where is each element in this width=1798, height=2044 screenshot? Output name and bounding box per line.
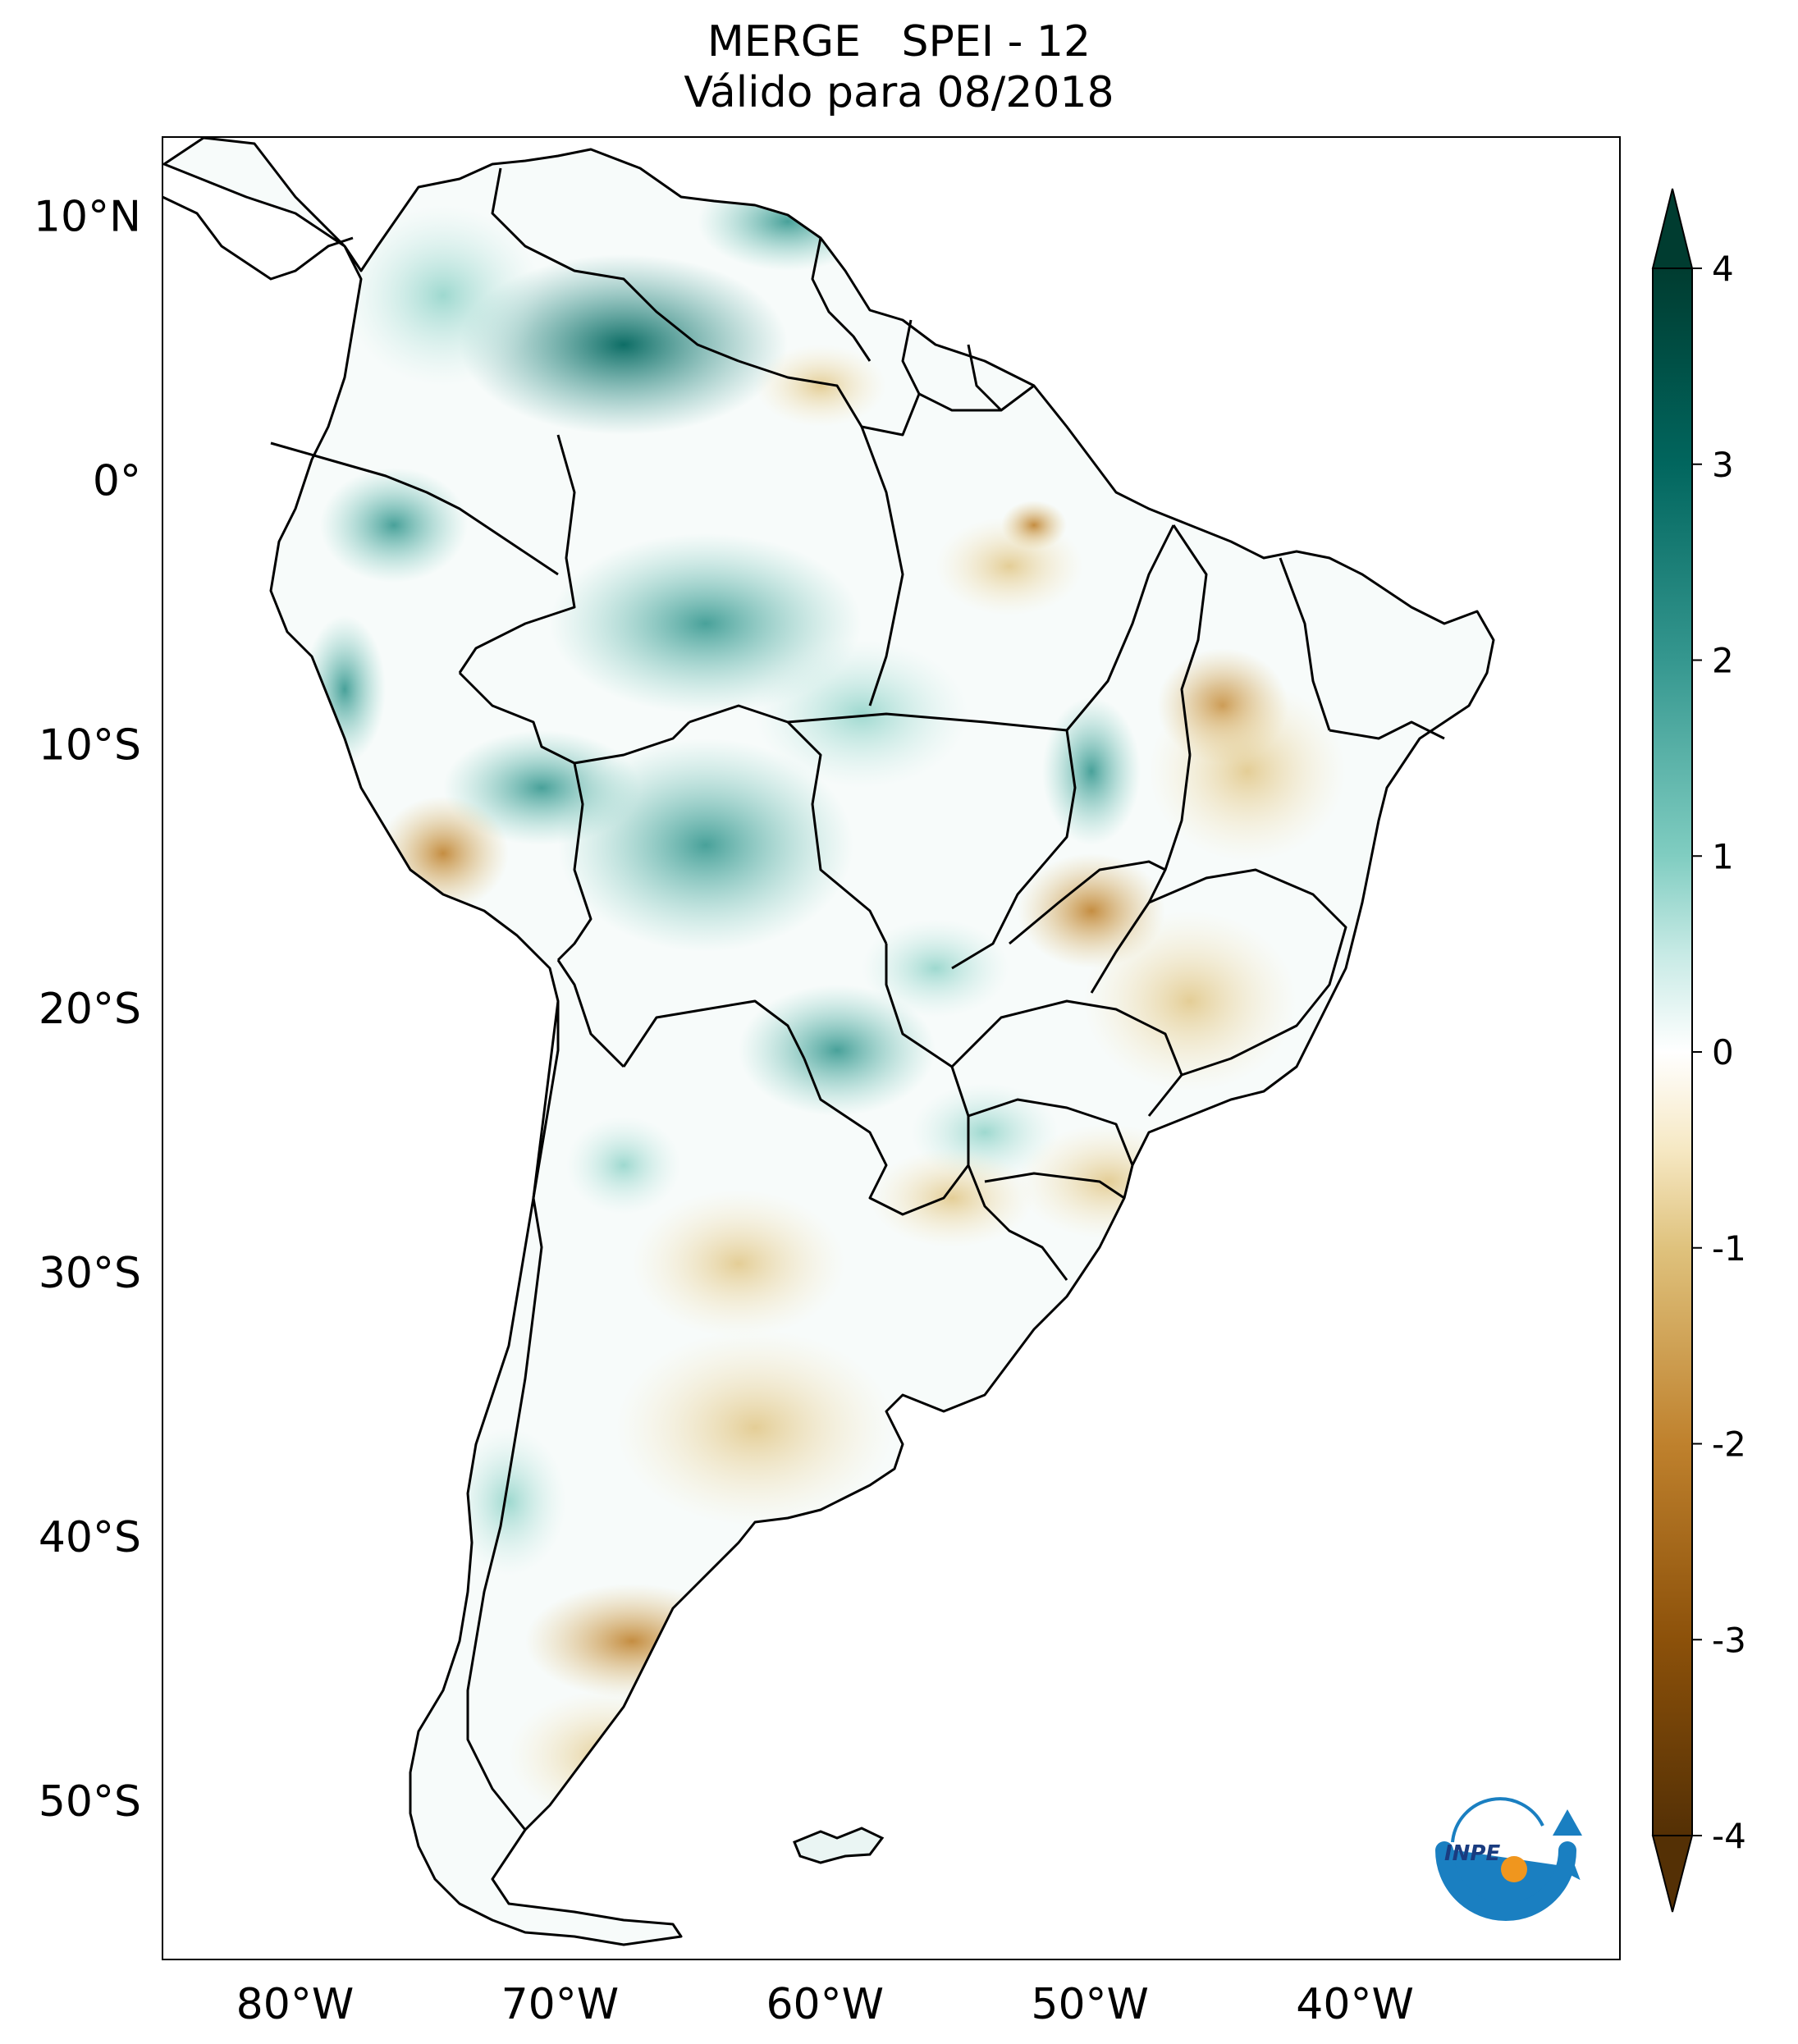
- border-state-am-pa: [860, 426, 904, 706]
- country-borders: [270, 167, 1445, 1831]
- colorbar-tick-label: -1: [1712, 1228, 1746, 1269]
- border-state-rs: [984, 1172, 1125, 1200]
- colorbar-tick-label: 3: [1712, 445, 1734, 485]
- lat-tick-label: 10°S: [39, 720, 141, 770]
- lat-tick-label: 10°N: [34, 193, 141, 242]
- colorbar-tick-label: -3: [1712, 1620, 1746, 1660]
- title-line-1: MERGE SPEI - 12: [707, 17, 1091, 66]
- border-brazil-north: [738, 359, 1035, 437]
- border-guyana-suriname: [901, 319, 921, 395]
- border-argentina-chile: [466, 1000, 560, 1831]
- border-state-ba-go: [1090, 754, 1192, 994]
- border-state-ma-pi: [1172, 524, 1208, 756]
- inpe-logo-dot: [1501, 1856, 1527, 1882]
- border-peru-bolivia: [556, 762, 592, 962]
- border-paraguay-argentina: [803, 1058, 970, 1216]
- colorbar-tick-label: 2: [1712, 641, 1734, 681]
- lat-tick-label: 40°S: [39, 1513, 141, 1562]
- border-paraguay-brazil: [885, 944, 970, 1165]
- colorbar-tick-label: -2: [1712, 1424, 1746, 1465]
- border-colombia-ecuador-peru: [270, 441, 559, 576]
- colorbar-body: [1652, 268, 1693, 1836]
- lon-tick-label: 40°W: [1296, 1980, 1414, 2029]
- spei-field-layer: [162, 136, 1495, 1946]
- inpe-logo: INPE: [1435, 1797, 1582, 1921]
- colorbar-tick-label: -4: [1712, 1816, 1746, 1856]
- lat-tick-label: 0°: [93, 456, 141, 505]
- border-state-mg: [1148, 868, 1347, 1077]
- lat-tick-label: 30°S: [39, 1249, 141, 1298]
- inpe-logo-text: INPE: [1444, 1841, 1500, 1866]
- lon-tick-label: 60°W: [766, 1980, 884, 2029]
- border-state-to-ba: [1065, 524, 1175, 731]
- border-bolivia-argentina: [556, 959, 625, 1068]
- lat-tick-label: 50°S: [39, 1777, 141, 1827]
- border-state-mt: [787, 712, 1077, 970]
- border-state-pi-ce: [1279, 557, 1331, 731]
- colorbar-tick-label: 4: [1712, 249, 1734, 289]
- lon-tick-label: 50°W: [1031, 1980, 1149, 2029]
- colorbar-tick-label: 0: [1712, 1032, 1734, 1072]
- border-suriname-french-guiana: [967, 344, 1003, 412]
- colorbar: 4 3 2 1 0 -1 -2 -3 -4: [1651, 188, 1746, 1913]
- central-america-coast: [162, 195, 354, 281]
- lon-tick-label: 80°W: [236, 1980, 355, 2029]
- latitude-ticks: 10°N 0° 10°S 20°S 30°S 40°S 50°S: [34, 193, 141, 1827]
- lon-tick-label: 70°W: [501, 1980, 620, 2029]
- border-peru-brazil: [458, 671, 691, 765]
- map-title: MERGE SPEI - 12 Válido para 08/2018: [0, 16, 1798, 118]
- border-argentina-uruguay-brazil: [967, 1164, 1068, 1281]
- falkland-islands: [793, 1827, 885, 1864]
- colorbar-tick-label: 1: [1712, 836, 1734, 876]
- border-state-pr-sc: [968, 1098, 1134, 1166]
- border-state-ne: [1329, 720, 1445, 740]
- border-colombia-venezuela: [491, 167, 739, 363]
- colorbar-lower-extension: [1651, 1835, 1694, 1913]
- border-state-go-mg: [1009, 860, 1166, 945]
- longitude-ticks: 80°W 70°W 60°W 50°W 40°W: [236, 1980, 1414, 2029]
- border-bolivia-brazil: [689, 704, 888, 944]
- lat-tick-label: 20°S: [39, 985, 141, 1034]
- colorbar-upper-extension: [1651, 188, 1694, 269]
- border-venezuela-guyana: [811, 237, 872, 362]
- border-colombia-brazil: [458, 434, 576, 674]
- colorbar-ticks: 4 3 2 1 0 -1 -2 -3 -4: [1692, 249, 1746, 1856]
- border-state-sp: [950, 999, 1183, 1117]
- coastline: [162, 136, 1495, 1946]
- title-line-2: Válido para 08/2018: [684, 68, 1114, 117]
- border-bolivia-paraguay: [622, 999, 806, 1068]
